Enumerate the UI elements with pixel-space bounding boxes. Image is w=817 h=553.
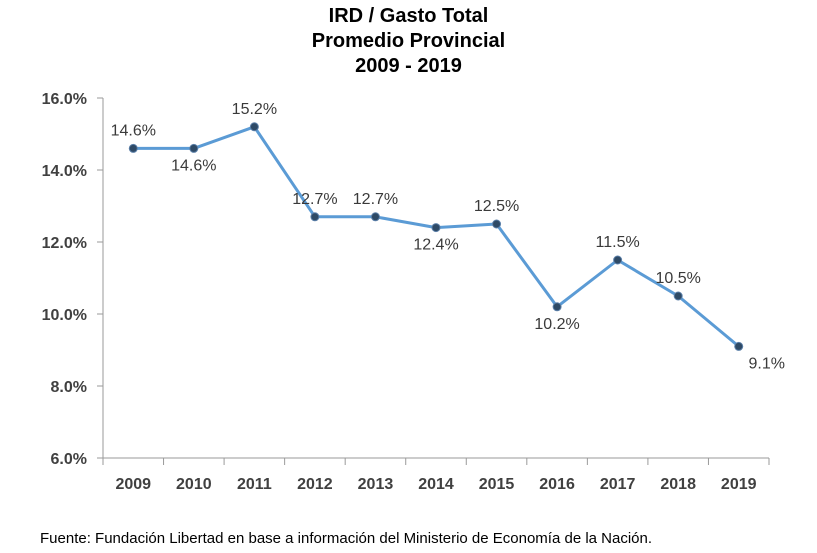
- x-tick-label: 2010: [176, 476, 212, 493]
- x-tick-label: 2018: [660, 476, 696, 493]
- source-note: Fuente: Fundación Libertad en base a inf…: [40, 530, 653, 547]
- data-label: 14.6%: [171, 157, 216, 174]
- x-tick-label: 2015: [479, 476, 515, 493]
- chart-title-line-2: Promedio Provincial: [311, 30, 506, 52]
- data-label: 14.6%: [111, 122, 156, 139]
- data-point: [189, 143, 199, 153]
- y-axis-ticks: 6.0% 8.0% 10.0% 12.0% 14.0% 16.0%: [42, 91, 103, 468]
- data-point: [552, 302, 562, 312]
- data-label: 12.7%: [292, 191, 337, 208]
- chart-title-line-1: IRD / Gasto Total: [328, 5, 489, 27]
- data-label: 9.1%: [748, 355, 784, 372]
- data-label: 10.5%: [655, 270, 700, 287]
- chart-axes: [102, 98, 769, 459]
- data-label: 12.4%: [413, 237, 458, 254]
- data-labels: 14.6% 14.6% 15.2% 12.7% 12.7% 12.4% 12.5% 10.2%…: [111, 101, 785, 373]
- data-point: [492, 219, 502, 229]
- chart-title-line-3: 2009 - 2019: [355, 55, 462, 77]
- x-tick-label: 2011: [237, 476, 272, 493]
- chart-title: IRD / Gasto Total Promedio Provincial 20…: [0, 4, 817, 79]
- y-tick-label: 10.0%: [42, 307, 87, 324]
- x-tick-label: 2014: [418, 476, 454, 493]
- x-tick-label: 2009: [115, 476, 151, 493]
- data-label: 12.7%: [353, 191, 398, 208]
- series-group: [128, 122, 744, 351]
- x-tick-label: 2017: [600, 476, 636, 493]
- y-tick-label: 6.0%: [51, 451, 87, 468]
- x-tick-label: 2012: [297, 476, 333, 493]
- x-axis-ticks: 2009 2010 2011 2012 2013 2014 2015 2016 2017 2018…: [102, 458, 770, 493]
- data-point: [249, 122, 259, 132]
- y-tick-label: 12.0%: [42, 235, 87, 252]
- x-tick-label: 2016: [539, 476, 575, 493]
- y-tick-label: 16.0%: [42, 91, 87, 108]
- data-point: [310, 212, 320, 222]
- data-point: [370, 212, 380, 222]
- data-label: 11.5%: [596, 234, 640, 251]
- data-point: [613, 255, 623, 265]
- data-label: 15.2%: [232, 101, 277, 118]
- data-point: [734, 341, 744, 351]
- data-point: [431, 223, 441, 233]
- data-point: [673, 291, 683, 301]
- data-label: 10.2%: [534, 316, 579, 333]
- data-label: 12.5%: [474, 198, 519, 215]
- y-tick-label: 8.0%: [51, 379, 87, 396]
- y-tick-label: 14.0%: [42, 163, 87, 180]
- x-tick-label: 2019: [721, 476, 757, 493]
- x-tick-label: 2013: [358, 476, 394, 493]
- data-point: [128, 143, 138, 153]
